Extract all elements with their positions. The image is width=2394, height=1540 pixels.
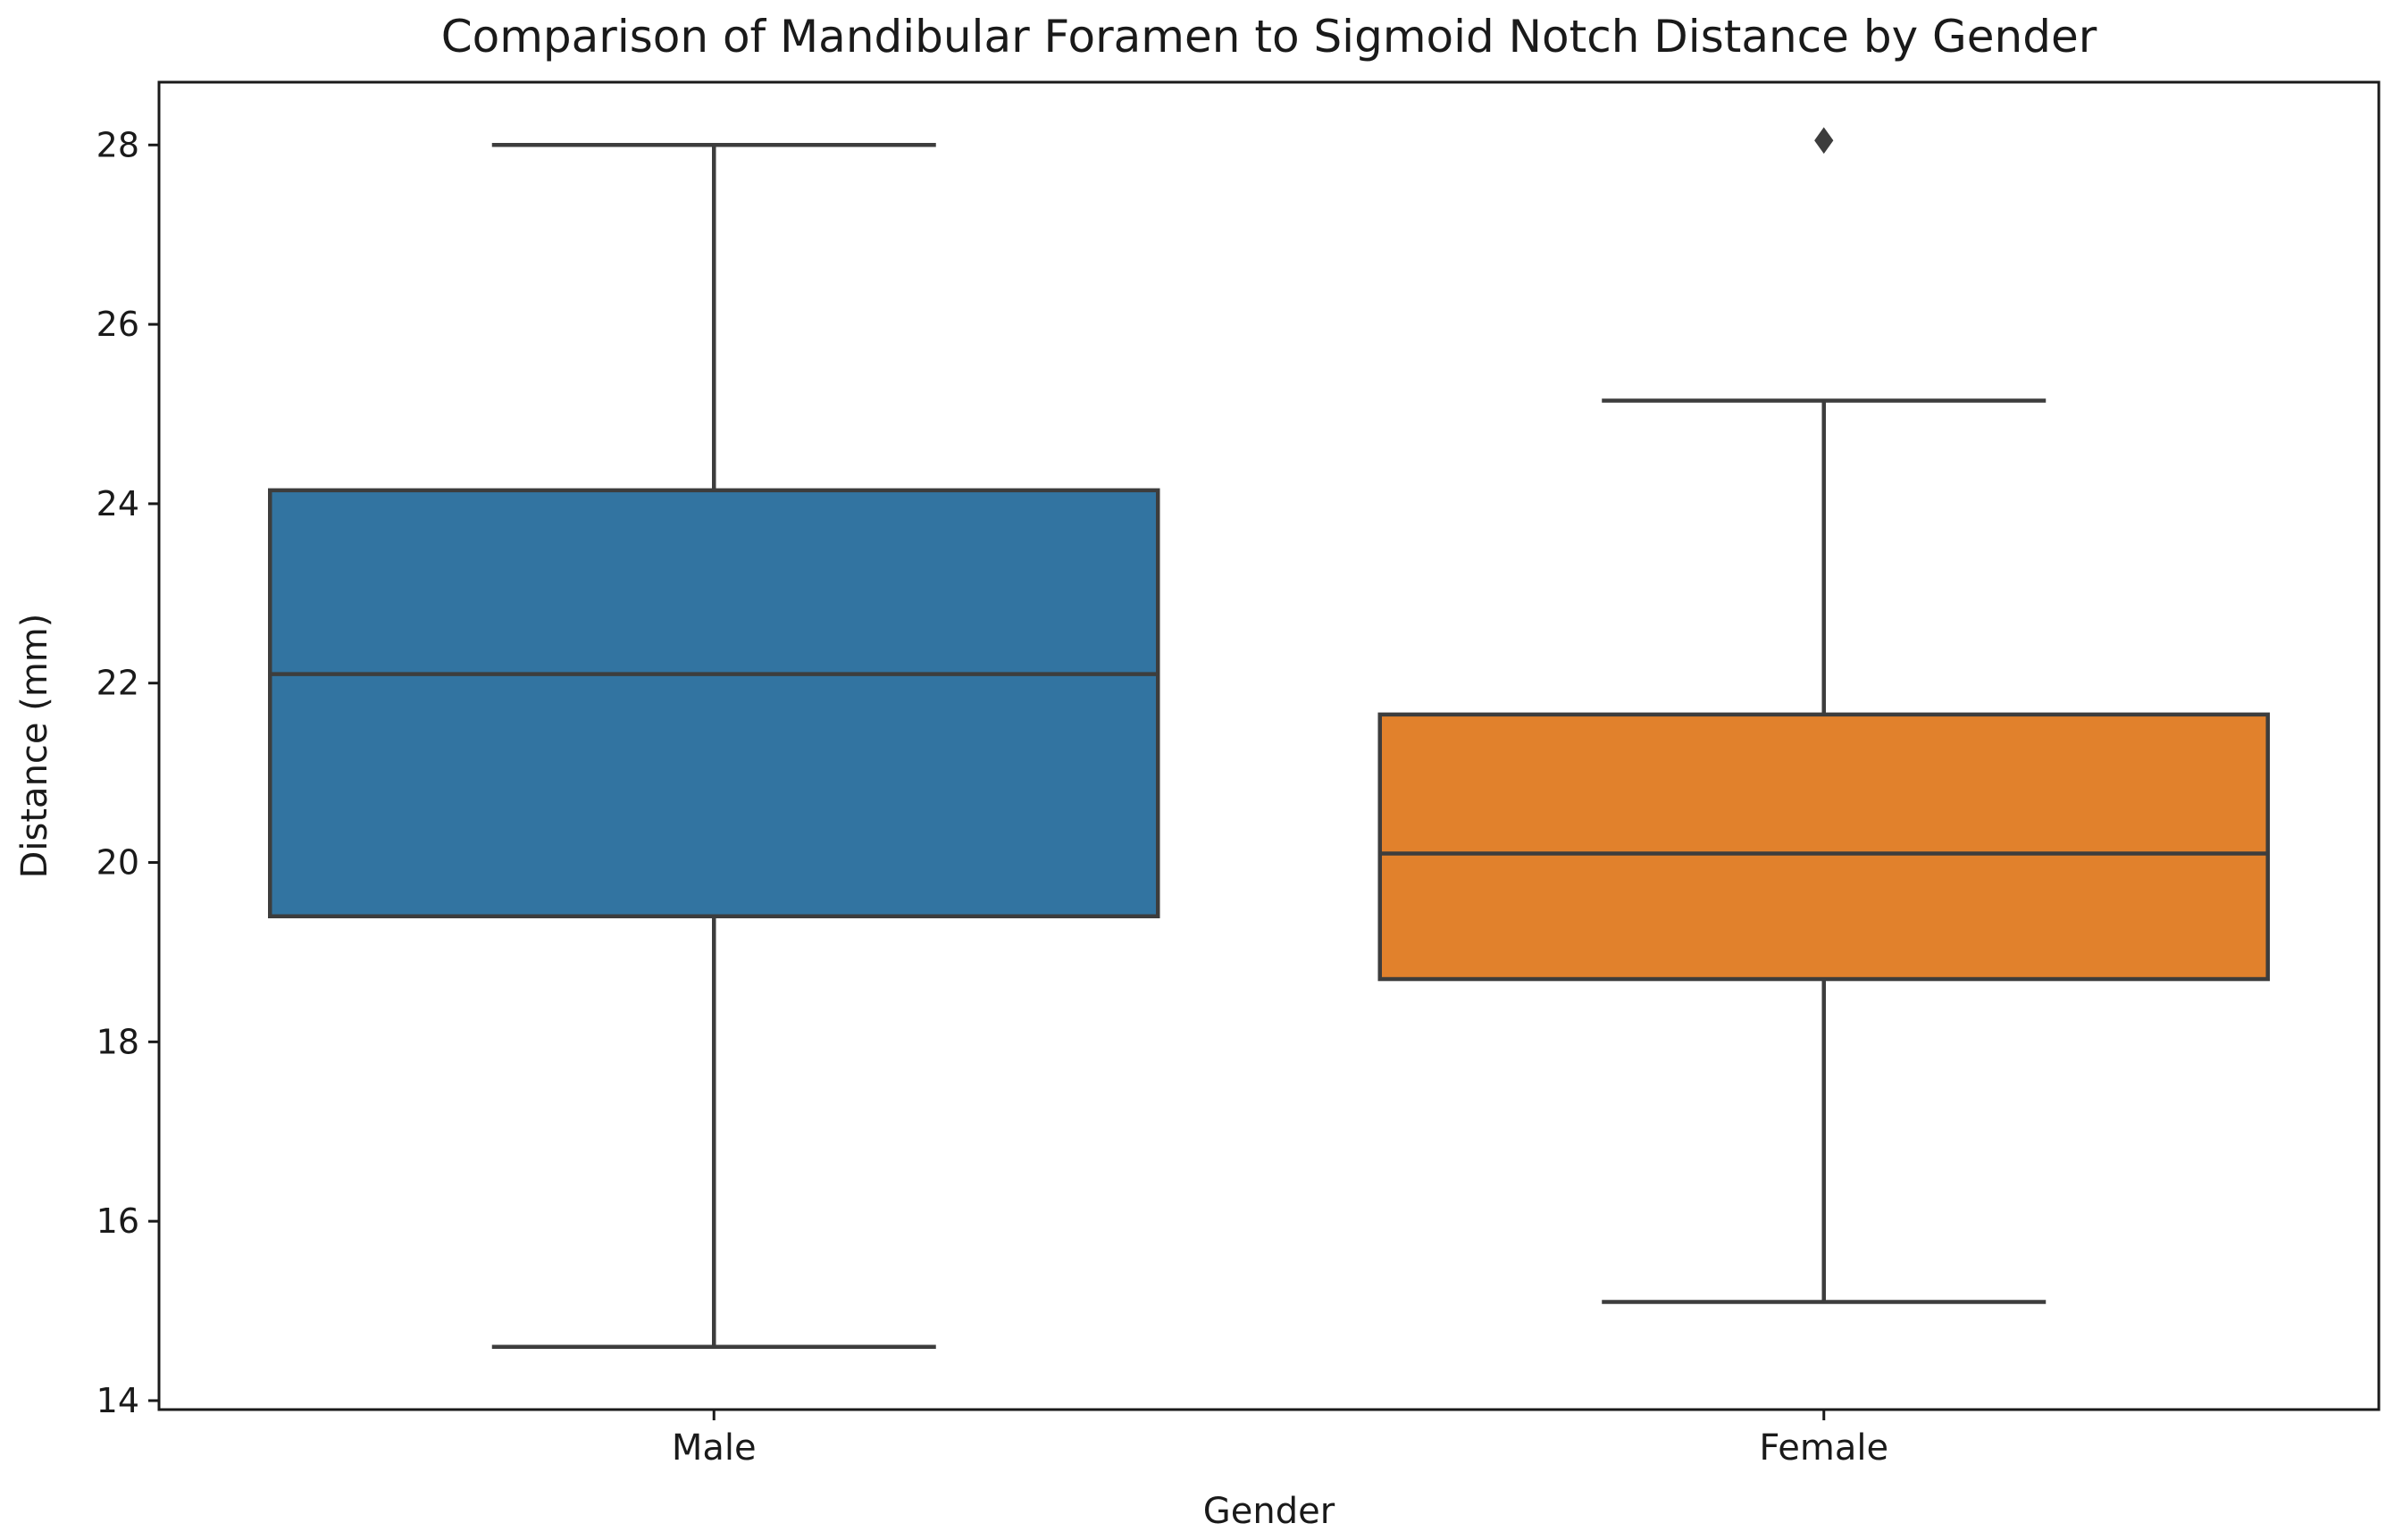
plot-layer [268, 127, 2270, 1349]
box-group-female [1377, 127, 2270, 1304]
y-tick-label: 28 [96, 125, 139, 164]
x-tick-label: Female [1759, 1427, 1888, 1469]
y-tick-label: 22 [96, 664, 139, 703]
y-tick-label: 14 [96, 1381, 139, 1420]
chart-title: Comparison of Mandibular Foramen to Sigm… [441, 11, 2097, 63]
axis-layer: 14 16 18 20 22 24 26 28 Male Female [96, 125, 1888, 1469]
y-tick-label: 16 [96, 1201, 139, 1241]
y-tick-label: 26 [96, 305, 139, 344]
x-axis-label: Gender [1203, 1491, 1335, 1532]
plot-frame [157, 80, 2381, 1411]
iqr-box [1377, 712, 2270, 982]
y-tick-label: 18 [96, 1022, 139, 1061]
box-group-male [268, 143, 1160, 1349]
y-tick-label: 24 [96, 484, 139, 523]
x-tick-label: Male [672, 1427, 757, 1469]
iqr-box [268, 488, 1160, 919]
outlier-point [1814, 127, 1834, 155]
y-axis-label: Distance (mm) [14, 614, 55, 879]
y-tick-label: 20 [96, 843, 139, 883]
